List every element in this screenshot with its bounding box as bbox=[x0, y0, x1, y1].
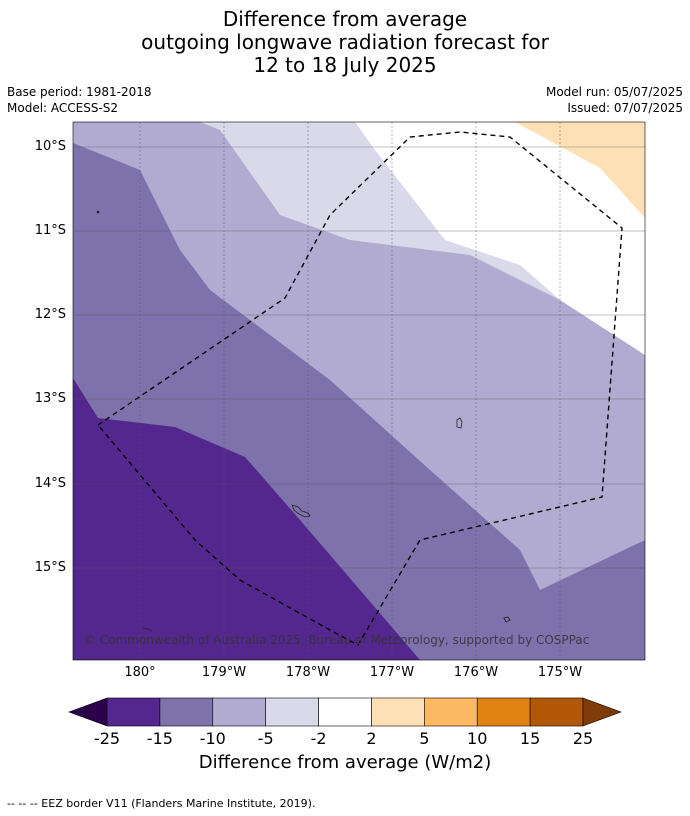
model-name: Model: ACCESS-S2 bbox=[7, 101, 119, 115]
anomaly-band-minus-2-to-2 bbox=[355, 122, 645, 355]
island-southeast bbox=[503, 616, 511, 623]
colorbar bbox=[68, 697, 622, 727]
colorbar-tick-label: 15 bbox=[519, 729, 541, 748]
map-panel bbox=[73, 122, 645, 660]
map-title: Difference from average outgoing longwav… bbox=[0, 8, 690, 77]
colorbar-tick-label: -5 bbox=[257, 729, 274, 748]
lat-label-13s: 13°S bbox=[34, 391, 66, 406]
meta-left: Base period: 1981-2018 Model: ACCESS-S2 bbox=[7, 84, 152, 116]
colorbar-tick-label: 25 bbox=[572, 729, 594, 748]
lon-label-178w: 178°W bbox=[285, 665, 331, 680]
lon-label-180: 180° bbox=[124, 665, 156, 680]
colorbar-segment bbox=[424, 697, 478, 727]
lat-label-15s: 15°S bbox=[34, 560, 66, 575]
colorbar-label: Difference from average (W/m2) bbox=[198, 752, 492, 773]
colorbar-extend-high bbox=[582, 697, 622, 727]
colorbar-segment bbox=[265, 697, 319, 727]
island-east bbox=[456, 417, 463, 429]
colorbar-tick-label: 10 bbox=[467, 729, 488, 748]
graticule bbox=[73, 122, 645, 660]
title-line-2: outgoing longwave radiation forecast for bbox=[141, 30, 549, 54]
colorbar-tick-label: 2 bbox=[366, 729, 377, 748]
colorbar-segment bbox=[212, 697, 266, 727]
island-outlines bbox=[96, 210, 511, 632]
colorbar-tick-label: -25 bbox=[93, 729, 121, 748]
lat-label-10s: 10°S bbox=[34, 139, 66, 154]
colorbar-tick-label: -2 bbox=[310, 729, 327, 748]
colorbar-segment bbox=[106, 697, 161, 727]
colorbar-tick-label: -15 bbox=[146, 729, 173, 748]
meta-right: Model run: 05/07/2025 Issued: 07/07/2025 bbox=[546, 84, 683, 116]
issued-date: Issued: 07/07/2025 bbox=[567, 101, 683, 115]
title-line-1: Difference from average bbox=[222, 7, 468, 31]
colorbar-segment bbox=[476, 697, 531, 727]
anomaly-band-plus-2-to-5 bbox=[515, 122, 645, 218]
colorbar-tick-label: 5 bbox=[419, 729, 430, 748]
lon-label-179w: 179°W bbox=[201, 665, 247, 680]
lat-label-12s: 12°S bbox=[34, 307, 66, 322]
colorbar-segment bbox=[371, 697, 425, 727]
island-southwest bbox=[142, 627, 153, 632]
map-frame bbox=[72, 121, 646, 661]
eez-border bbox=[96, 131, 623, 646]
eez-footnote: -- -- -- EEZ border V11 (Flanders Marine… bbox=[7, 797, 316, 810]
lon-label-177w: 177°W bbox=[369, 665, 415, 680]
colorbar-tick-label: -10 bbox=[199, 729, 226, 748]
title-line-3: 12 to 18 July 2025 bbox=[253, 53, 437, 77]
colorbar-segment bbox=[529, 697, 584, 727]
lon-label-176w: 176°W bbox=[453, 665, 499, 680]
colorbar-segment bbox=[159, 697, 214, 727]
lon-label-175w: 175°W bbox=[537, 665, 583, 680]
island-central bbox=[291, 504, 311, 518]
colorbar-segment bbox=[318, 697, 372, 727]
lat-label-14s: 14°S bbox=[34, 476, 66, 491]
island-northwest bbox=[96, 210, 100, 214]
copyright-notice: © Commonwealth of Australia 2025, Bureau… bbox=[84, 633, 590, 647]
colorbar-extend-low bbox=[68, 697, 108, 727]
model-run: Model run: 05/07/2025 bbox=[545, 85, 683, 99]
lat-label-11s: 11°S bbox=[34, 223, 66, 238]
base-period: Base period: 1981-2018 bbox=[7, 85, 152, 99]
